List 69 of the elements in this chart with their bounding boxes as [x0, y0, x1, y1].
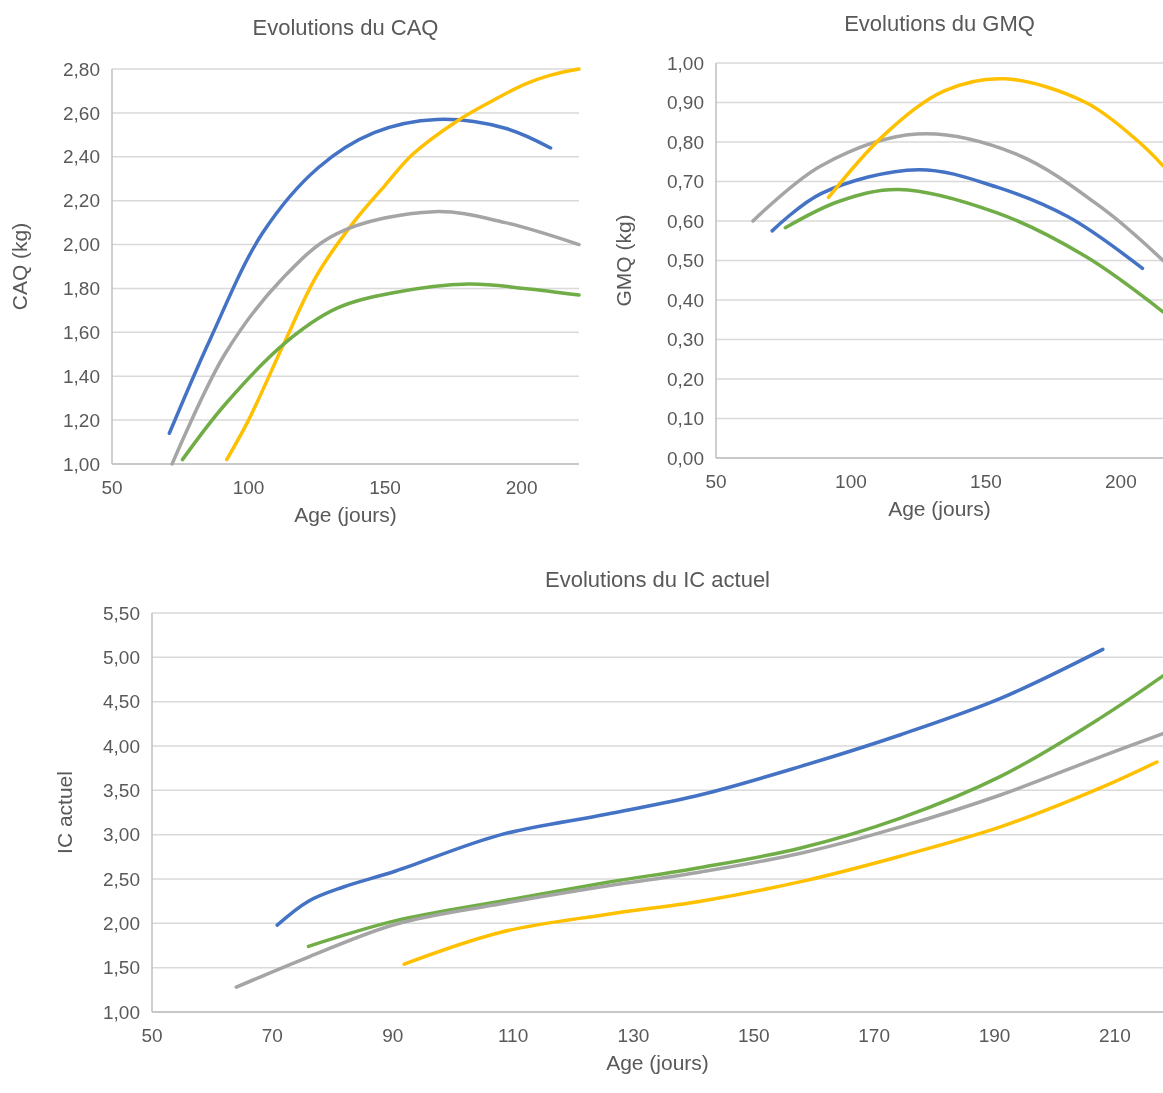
x-tick-label: 150 [737, 1025, 770, 1046]
chart-title: Evolutions du GMQ [844, 11, 1035, 36]
x-tick-label: 100 [835, 471, 867, 492]
line-series [275, 647, 1105, 927]
y-tick-label: 1,60 [63, 321, 100, 343]
x-tick-label: 150 [970, 471, 1002, 492]
line-series [180, 282, 581, 462]
line-series [224, 67, 581, 462]
x-tick-label: 50 [101, 477, 123, 498]
y-tick-label: 1,40 [63, 365, 100, 387]
chart-title: Evolutions du CAQ [252, 15, 439, 40]
x-axis-title: Age (jours) [294, 503, 397, 526]
x-tick-label: 100 [232, 477, 265, 498]
line-series [306, 674, 1163, 949]
y-tick-label: 0,60 [667, 210, 704, 232]
x-tick-label: 130 [617, 1025, 650, 1046]
y-tick-label: 4,50 [103, 691, 140, 713]
y-tick-label: 2,20 [63, 190, 100, 212]
y-tick-label: 2,80 [63, 58, 100, 80]
chart-title: Evolutions du IC actuel [544, 567, 771, 592]
line-series [402, 760, 1159, 966]
line-series [234, 731, 1163, 989]
y-tick-label: 3,00 [103, 824, 140, 846]
x-tick-label: 210 [1099, 1025, 1131, 1046]
line-series [783, 187, 1163, 314]
x-tick-label: 50 [705, 471, 727, 492]
x-tick-label: 90 [382, 1025, 404, 1046]
y-axis-title: GMQ (kg) [612, 214, 635, 307]
y-tick-label: 3,50 [103, 779, 140, 801]
y-axis-title: IC actuel [53, 771, 76, 854]
line-series [826, 76, 1163, 200]
y-tick-label: 1,00 [667, 52, 704, 74]
x-tick-label: 190 [978, 1025, 1011, 1046]
x-tick-label: 200 [505, 477, 538, 498]
y-tick-label: 1,00 [103, 1001, 140, 1023]
y-tick-label: 1,00 [63, 453, 100, 475]
y-tick-label: 0,30 [667, 329, 704, 351]
y-tick-label: 0,70 [667, 171, 704, 193]
y-tick-label: 1,20 [63, 409, 100, 431]
y-axis-title: CAQ (kg) [8, 222, 31, 311]
y-tick-label: 2,40 [63, 146, 100, 168]
y-tick-label: 2,00 [103, 912, 140, 934]
x-tick-label: 50 [141, 1025, 163, 1046]
line-series [167, 117, 553, 436]
y-tick-label: 0,10 [667, 408, 704, 430]
y-tick-label: 0,80 [667, 131, 704, 153]
y-tick-label: 1,80 [63, 278, 100, 300]
x-tick-label: 70 [261, 1025, 283, 1046]
y-tick-label: 0,00 [667, 447, 704, 469]
y-tick-label: 0,90 [667, 92, 704, 114]
x-tick-label: 170 [858, 1025, 890, 1046]
y-tick-label: 5,50 [103, 602, 140, 624]
y-tick-label: 5,00 [103, 646, 140, 668]
x-tick-label: 200 [1105, 471, 1137, 492]
x-tick-label: 150 [369, 477, 401, 498]
x-axis-title: Age (jours) [888, 497, 991, 520]
x-tick-label: 110 [497, 1025, 529, 1046]
y-tick-label: 2,50 [103, 868, 140, 890]
y-tick-label: 0,50 [667, 250, 704, 272]
y-tick-label: 2,60 [63, 102, 100, 124]
y-tick-label: 0,40 [667, 289, 704, 311]
y-tick-label: 0,20 [667, 368, 704, 390]
x-axis-title: Age (jours) [606, 1051, 709, 1074]
line-series [170, 209, 581, 466]
y-tick-label: 2,00 [63, 234, 100, 256]
line-series [770, 167, 1145, 271]
y-tick-label: 4,00 [103, 735, 140, 757]
line-series [751, 132, 1163, 263]
y-tick-label: 1,50 [103, 957, 140, 979]
